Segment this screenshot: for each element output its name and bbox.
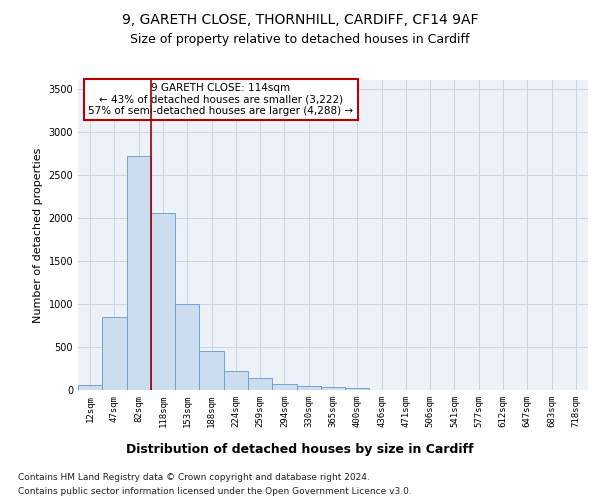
Bar: [248, 378, 272, 390]
Text: 9, GARETH CLOSE, THORNHILL, CARDIFF, CF14 9AF: 9, GARETH CLOSE, THORNHILL, CARDIFF, CF1…: [122, 12, 478, 26]
Bar: [78, 386, 102, 390]
Bar: [296, 386, 321, 390]
Bar: [127, 156, 151, 390]
Bar: [321, 388, 345, 390]
Text: Distribution of detached houses by size in Cardiff: Distribution of detached houses by size …: [126, 442, 474, 456]
Bar: [175, 304, 199, 390]
Bar: [224, 370, 248, 390]
Y-axis label: Number of detached properties: Number of detached properties: [33, 148, 43, 322]
Bar: [102, 317, 127, 390]
Text: 9 GARETH CLOSE: 114sqm
← 43% of detached houses are smaller (3,222)
57% of semi-: 9 GARETH CLOSE: 114sqm ← 43% of detached…: [88, 83, 353, 116]
Text: Contains HM Land Registry data © Crown copyright and database right 2024.: Contains HM Land Registry data © Crown c…: [18, 472, 370, 482]
Bar: [199, 351, 224, 390]
Text: Size of property relative to detached houses in Cardiff: Size of property relative to detached ho…: [130, 32, 470, 46]
Bar: [151, 212, 175, 390]
Text: Contains public sector information licensed under the Open Government Licence v3: Contains public sector information licen…: [18, 488, 412, 496]
Bar: [345, 388, 370, 390]
Bar: [272, 384, 296, 390]
